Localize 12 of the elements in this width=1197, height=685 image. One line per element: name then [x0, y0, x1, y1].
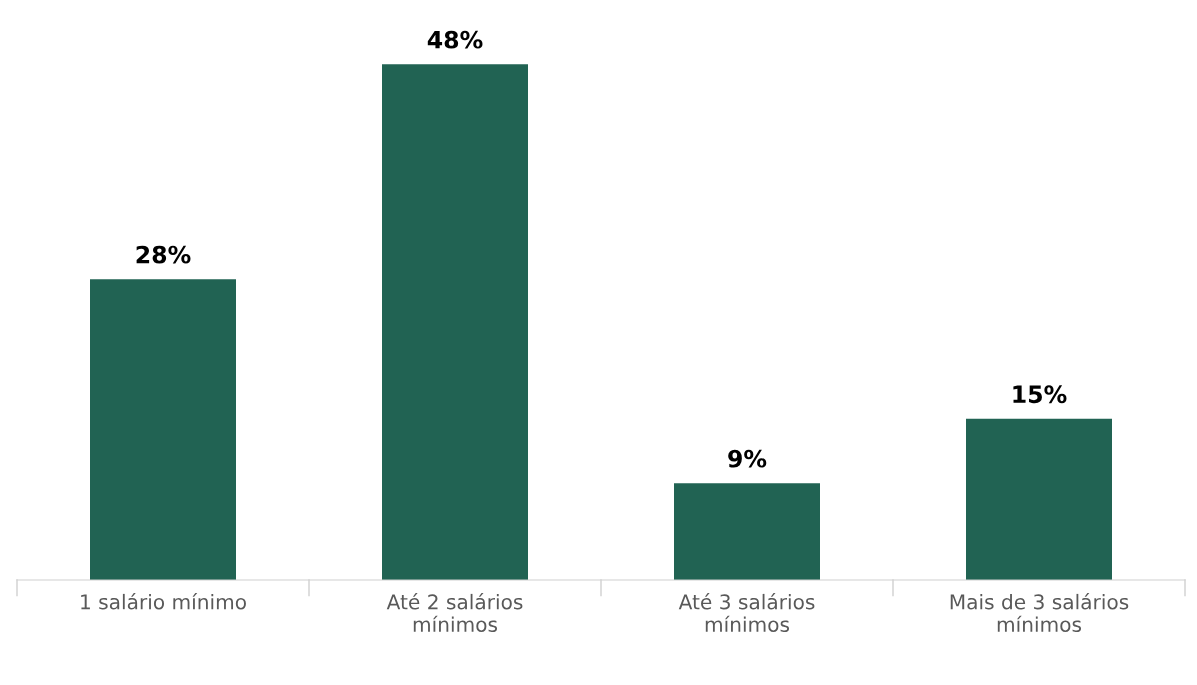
- data-label: 15%: [1013, 385, 1067, 404]
- data-label: 28%: [136, 245, 191, 264]
- x-tick-label: Até 3 salários mínimos: [678, 593, 815, 633]
- bar: [674, 483, 820, 580]
- x-tick-label: Mais de 3 salários mínimos: [950, 593, 1129, 633]
- bar: [966, 418, 1112, 580]
- bar: [90, 279, 236, 580]
- x-tick-label: Até 2 salários mínimos: [386, 593, 523, 633]
- data-label: 9%: [728, 449, 767, 468]
- bar: [382, 64, 528, 580]
- data-label: 48%: [427, 30, 483, 49]
- x-tick-label: 1 salário mínimo: [81, 593, 246, 610]
